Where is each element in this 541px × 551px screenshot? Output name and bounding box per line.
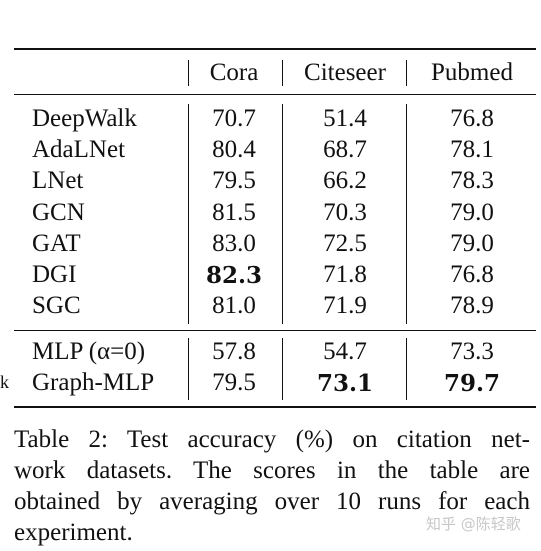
- cell-citeseer: 71.8: [323, 261, 367, 288]
- col-separator-3-body: [406, 104, 407, 324]
- cell-cora: 57.8: [212, 338, 256, 365]
- row-method: SGC: [32, 292, 81, 319]
- caption-line: Table 2: Test accuracy (%) on citation n…: [14, 426, 530, 453]
- cell-cora: 81.0: [212, 292, 256, 319]
- watermark: 知乎 @陈轻歌: [426, 515, 521, 533]
- col-separator-1-body: [188, 104, 189, 324]
- cell-cora: 81.5: [212, 199, 256, 226]
- cell-citeseer: 72.5: [323, 230, 367, 257]
- header-rule: [14, 94, 536, 95]
- cell-citeseer: 70.3: [323, 199, 367, 226]
- row-method: GAT: [32, 230, 81, 257]
- cell-citeseer: 68.7: [323, 136, 367, 163]
- column-header-citeseer: Citeseer: [304, 59, 386, 86]
- cell-pubmed: 73.3: [450, 338, 494, 365]
- row-method: AdaLNet: [32, 136, 126, 163]
- cell-citeseer: 71.9: [323, 292, 367, 319]
- col-separator-3-header: [406, 60, 407, 86]
- col-separator-2-header: [282, 60, 283, 86]
- col-separator-3-body-2: [406, 338, 407, 400]
- row-method: MLP (α=0): [32, 338, 146, 365]
- cell-cora: 70.7: [212, 105, 256, 132]
- row-method: DGI: [32, 261, 77, 288]
- table-bottom-rule: [14, 406, 536, 408]
- row-method: Graph-MLP: [32, 369, 155, 396]
- column-header-cora: Cora: [209, 59, 259, 86]
- group-separator-rule: [14, 330, 536, 331]
- column-header-pubmed: Pubmed: [431, 59, 513, 86]
- cell-pubmed: 76.8: [450, 105, 494, 132]
- row-method: GCN: [32, 199, 85, 226]
- cell-cora: 83.0: [212, 230, 256, 257]
- cell-cora: 79.5: [212, 167, 256, 194]
- table-top-rule: [14, 48, 536, 50]
- row-method: DeepWalk: [32, 105, 137, 132]
- cell-pubmed-best: 79.7: [443, 370, 501, 397]
- cell-pubmed: 79.0: [450, 199, 494, 226]
- col-separator-2-body: [282, 104, 283, 324]
- cell-pubmed: 78.9: [450, 292, 494, 319]
- cell-citeseer-best: 73.1: [316, 370, 374, 397]
- col-separator-1-body-2: [188, 338, 189, 400]
- caption-line: experiment.: [14, 519, 133, 546]
- table-caption: Table 2: Test accuracy (%) on citation n…: [14, 424, 530, 548]
- row-method: LNet: [32, 167, 84, 194]
- cell-citeseer: 66.2: [323, 167, 367, 194]
- caption-line: work datasets. The scores in the table a…: [14, 457, 530, 484]
- cell-pubmed: 78.3: [450, 167, 494, 194]
- cropped-margin-glyph: k: [0, 372, 9, 392]
- cell-cora: 79.5: [212, 369, 256, 396]
- cell-pubmed: 78.1: [450, 136, 494, 163]
- cell-pubmed: 76.8: [450, 261, 494, 288]
- cell-citeseer: 51.4: [323, 105, 367, 132]
- col-separator-1-header: [188, 60, 189, 86]
- cell-citeseer: 54.7: [323, 338, 367, 365]
- cell-pubmed: 79.0: [450, 230, 494, 257]
- cell-cora: 80.4: [212, 136, 256, 163]
- cell-cora-best: 82.3: [205, 262, 263, 289]
- caption-line: obtained by averaging over 10 runs for e…: [14, 488, 530, 515]
- col-separator-2-body-2: [282, 338, 283, 400]
